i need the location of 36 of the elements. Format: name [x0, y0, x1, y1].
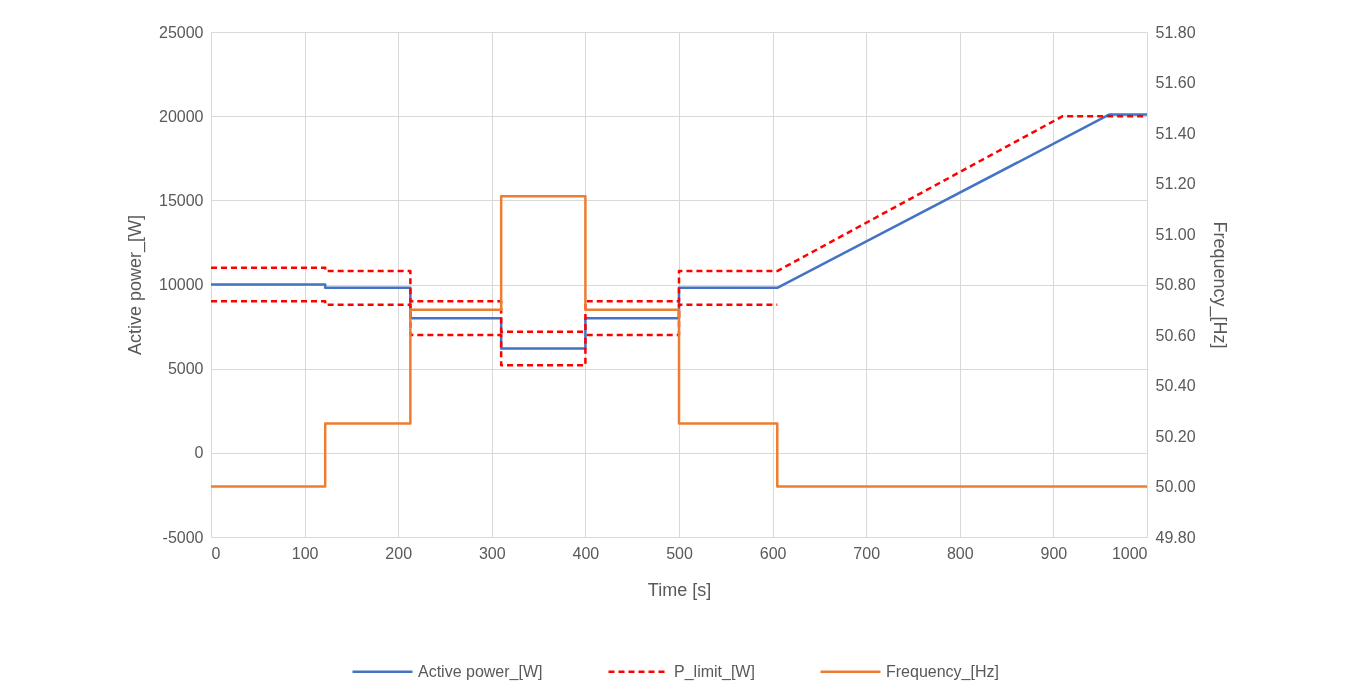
y2-tick-label: 50.20 — [1155, 427, 1196, 445]
y-tick-label: 10000 — [159, 276, 204, 293]
y2-tick-label: 50.00 — [1155, 478, 1196, 495]
y2-tick-label: 50.60 — [1155, 326, 1196, 344]
y-tick-label: -5000 — [162, 528, 204, 546]
y2-tick-label: 51.20 — [1155, 175, 1196, 192]
y-tick-label: 5000 — [167, 360, 204, 378]
y2-tick-label: 51.00 — [1155, 225, 1196, 243]
x-axis-title: Time [s] — [647, 579, 712, 600]
y-axis-title: Active power_[W] — [125, 214, 147, 356]
y2-axis-title: Frequency_[Hz] — [1208, 221, 1230, 349]
x-tick-label: 500 — [666, 544, 693, 562]
line-series — [211, 194, 1147, 488]
legend-label: P_limit_[W] — [674, 662, 755, 681]
y2-tick-label: 51.80 — [1155, 23, 1196, 41]
y-tick-label: 25000 — [159, 23, 204, 41]
y2-tick-label: 50.40 — [1155, 377, 1196, 394]
y2-tick-label: 51.60 — [1155, 74, 1196, 91]
x-tick-label: 0 — [211, 544, 221, 562]
x-tick-label: 100 — [291, 544, 319, 562]
legend-label: Frequency_[Hz] — [886, 662, 999, 681]
y-tick-label: 0 — [194, 444, 204, 462]
y2-tick-label: 50.80 — [1155, 276, 1196, 293]
x-tick-label: 700 — [853, 544, 881, 562]
y2-tick-label: 49.80 — [1155, 528, 1196, 546]
x-tick-label: 800 — [946, 544, 974, 562]
x-tick-label: 400 — [572, 544, 600, 562]
x-tick-label: 300 — [478, 544, 506, 562]
x-tick-label: 200 — [385, 544, 413, 562]
y-tick-label: 20000 — [159, 107, 204, 125]
y-tick-label: 15000 — [159, 191, 204, 209]
x-tick-label: 600 — [759, 544, 787, 562]
legend-label: Active power_[W] — [418, 662, 543, 681]
x-tick-label: 1000 — [1111, 544, 1148, 562]
x-tick-label: 900 — [1040, 544, 1068, 562]
y2-tick-label: 51.40 — [1155, 124, 1196, 142]
